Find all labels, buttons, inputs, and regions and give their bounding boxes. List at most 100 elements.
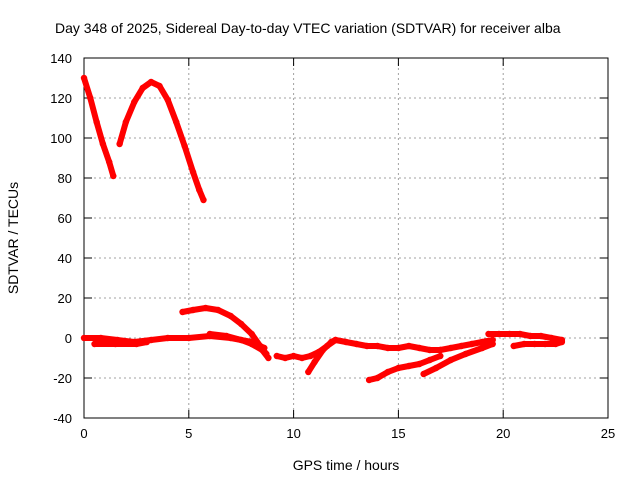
series-arc-4 <box>91 339 150 347</box>
data-point <box>164 334 171 342</box>
data-point <box>122 118 130 126</box>
data-point <box>363 342 371 350</box>
data-point <box>332 336 339 344</box>
x-tick-label: 10 <box>286 426 300 441</box>
data-series <box>80 74 566 384</box>
data-point <box>185 334 192 342</box>
y-axis-label: SDTVAR / TECUs <box>5 182 21 294</box>
data-point <box>298 354 306 362</box>
data-point <box>311 358 318 366</box>
data-point <box>447 344 454 352</box>
data-point <box>147 78 155 86</box>
data-point <box>206 330 213 338</box>
data-point <box>506 330 513 338</box>
data-point <box>214 306 222 314</box>
data-point <box>164 96 171 104</box>
data-point <box>305 368 312 376</box>
data-point <box>462 350 469 358</box>
data-point <box>80 74 88 82</box>
data-point <box>374 342 381 350</box>
plot-frame <box>83 57 609 419</box>
y-tick-label: -20 <box>53 371 72 386</box>
data-point <box>200 196 207 204</box>
y-tick-label: 20 <box>58 291 72 306</box>
data-point <box>447 356 454 364</box>
data-point <box>290 352 297 360</box>
data-point <box>516 330 524 338</box>
x-tick-label: 5 <box>185 426 192 441</box>
data-point <box>468 340 475 348</box>
data-point <box>527 332 534 340</box>
data-point <box>179 308 186 316</box>
data-point <box>133 340 140 348</box>
y-tick-label: -40 <box>53 411 72 426</box>
data-point <box>432 364 440 372</box>
data-point <box>437 352 444 360</box>
y-tick-label: 100 <box>50 131 72 146</box>
data-point <box>420 370 427 378</box>
data-point <box>395 344 402 352</box>
data-point <box>416 344 423 352</box>
data-point <box>405 362 413 370</box>
data-point <box>365 376 373 384</box>
y-tick-label: 140 <box>50 51 72 66</box>
x-tick-label: 0 <box>80 426 87 441</box>
data-point <box>248 340 255 348</box>
x-tick-label: 15 <box>391 426 405 441</box>
data-point <box>353 340 360 348</box>
data-point <box>202 304 209 312</box>
data-point <box>531 340 538 348</box>
data-point <box>97 334 105 342</box>
data-point <box>479 338 486 346</box>
data-point <box>558 338 566 346</box>
data-point <box>238 320 245 328</box>
data-point <box>342 338 350 346</box>
data-point <box>259 346 266 354</box>
data-point <box>416 360 423 368</box>
data-point <box>116 140 123 148</box>
data-point <box>131 98 138 106</box>
data-point <box>479 344 486 352</box>
data-point <box>384 368 392 376</box>
data-point <box>384 344 392 352</box>
data-point <box>181 142 188 150</box>
data-point <box>238 336 245 344</box>
data-point <box>282 354 289 362</box>
x-tick-label: 25 <box>601 426 615 441</box>
data-point <box>405 342 413 350</box>
grid <box>84 58 608 418</box>
data-point <box>537 332 545 340</box>
data-point <box>189 168 197 176</box>
data-point <box>437 346 444 354</box>
y-tick-label: 80 <box>58 171 72 186</box>
x-tick-labels: 0 5 10 15 20 25 <box>80 426 615 441</box>
data-point <box>307 352 314 360</box>
x-tick-label: 20 <box>496 426 510 441</box>
data-point <box>541 340 549 348</box>
data-point <box>458 342 465 350</box>
data-point <box>485 330 492 338</box>
y-tick-labels: -40 -20 0 20 40 60 80 100 120 140 <box>50 51 72 426</box>
data-point <box>196 186 203 194</box>
data-point <box>173 118 180 126</box>
data-point <box>156 82 163 90</box>
chart-title: Day 348 of 2025, Sidereal Day-to-day VTE… <box>55 20 561 36</box>
data-point <box>395 364 402 372</box>
axis-ticks <box>83 57 609 419</box>
data-point <box>495 330 503 338</box>
data-point <box>112 340 119 348</box>
data-point <box>80 334 88 342</box>
data-point <box>248 330 255 338</box>
data-point <box>426 356 433 364</box>
data-point <box>87 94 94 102</box>
data-point <box>552 340 559 348</box>
data-point <box>426 346 433 354</box>
data-point <box>110 172 117 180</box>
data-point <box>93 118 100 126</box>
data-point <box>548 334 555 342</box>
data-point <box>510 342 517 350</box>
y-tick-label: 40 <box>58 251 72 266</box>
data-point <box>139 84 146 92</box>
data-point <box>521 340 528 348</box>
